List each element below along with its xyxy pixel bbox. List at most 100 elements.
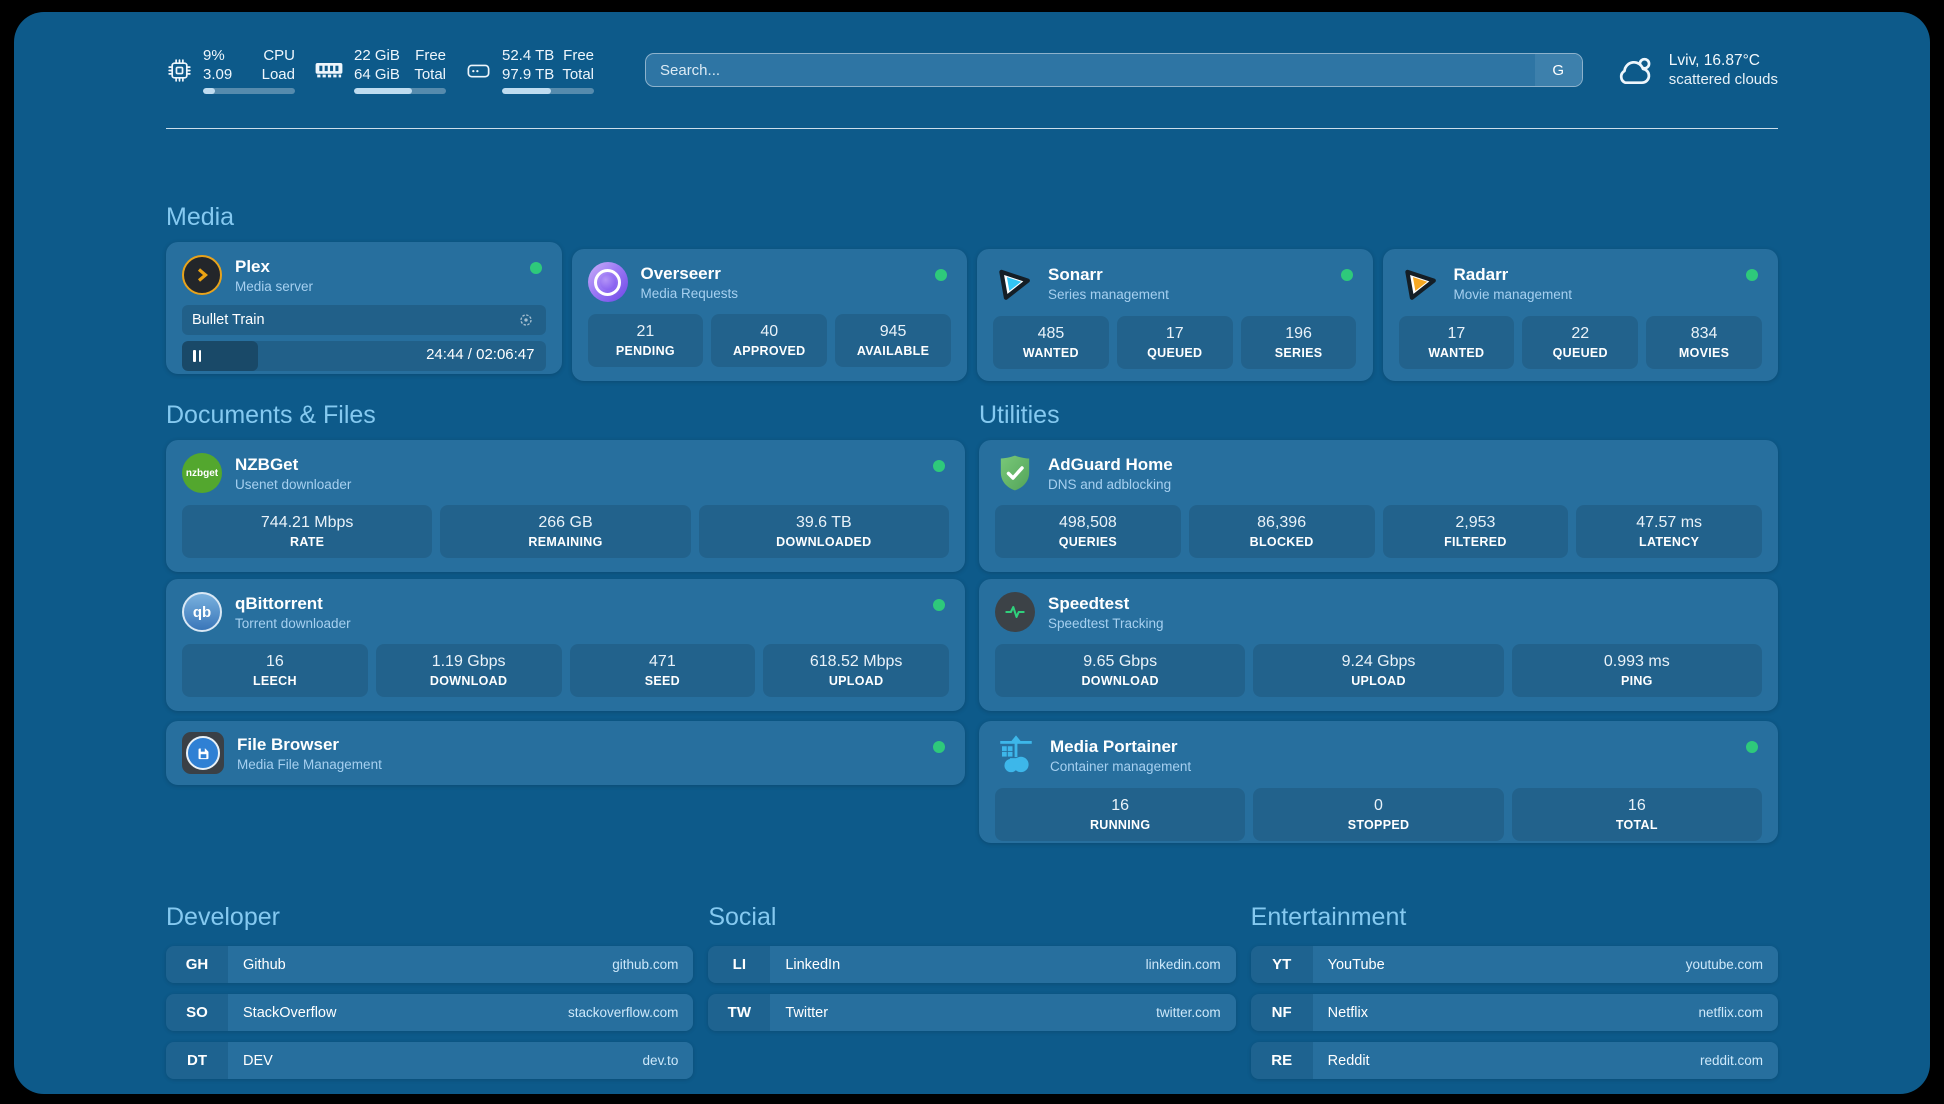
app-card-adguard[interactable]: AdGuard Home DNS and adblocking 498,508 Q… <box>979 440 1778 572</box>
bookmark-name: Reddit <box>1327 1052 1370 1069</box>
stat-queued: 17 QUEUED <box>1116 316 1233 369</box>
section-title-entertainment: Entertainment <box>1250 903 1407 931</box>
app-card-sonarr[interactable]: Sonarr Series management 485 WANTED 17 QUE… <box>977 249 1373 381</box>
stat-queries: 498,508 QUERIES <box>995 505 1181 558</box>
bookmark-name: LinkedIn <box>785 956 841 973</box>
section-title-developer: Developer <box>166 903 280 931</box>
disk-total-label: Total <box>562 66 594 83</box>
section-title-media: Media <box>166 203 235 231</box>
stat-download: 9.65 Gbps DOWNLOAD <box>995 644 1246 697</box>
stat-stopped: 0 STOPPED <box>1253 788 1504 841</box>
search-engine-button[interactable]: G <box>1534 54 1582 86</box>
disk-icon <box>467 64 490 78</box>
memory-progress-fill <box>354 88 412 94</box>
sonarr-icon <box>999 269 1030 300</box>
plex-icon <box>182 255 222 295</box>
weather-location: Lviv, 16.87°C <box>1668 52 1760 69</box>
memory-widget: 22 GiB Free 64 GiB Total <box>314 46 446 94</box>
bookmark-url: github.com <box>612 957 679 972</box>
stat-filtered: 2,953 FILTERED <box>1382 505 1569 558</box>
bookmark-name: Github <box>243 956 286 973</box>
section-title-social: Social <box>708 903 777 931</box>
stat-pending: 21 PENDING <box>587 314 704 367</box>
header-bar: 9% CPU 3.09 Load 22 GiB Free 64 <box>166 46 1778 94</box>
pause-icon[interactable] <box>193 350 202 362</box>
status-dot <box>1340 269 1353 281</box>
bookmark-linkedin[interactable]: LI LinkedIn linkedin.com <box>708 946 1236 983</box>
playback-time: 24:44 / 02:06:47 <box>426 346 535 363</box>
section-title-documents: Documents & Files <box>166 401 376 429</box>
bookmark-url: netflix.com <box>1698 1005 1763 1020</box>
bookmark-stackoverflow[interactable]: SO StackOverflow stackoverflow.com <box>166 994 694 1031</box>
stat-upload: 618.52 Mbps UPLOAD <box>763 644 949 697</box>
adguard-icon <box>1000 455 1030 491</box>
bookmark-name: StackOverflow <box>243 1004 337 1021</box>
app-name: NZBGet <box>235 454 299 474</box>
status-dot <box>1746 741 1758 753</box>
app-card-speedtest[interactable]: Speedtest Speedtest Tracking 9.65 Gbps DO… <box>979 579 1778 711</box>
memory-progress-bar <box>354 88 446 94</box>
overseerr-icon <box>587 262 628 302</box>
header-divider <box>166 128 1778 129</box>
disk-progress-fill <box>502 88 551 94</box>
bookmark-url: youtube.com <box>1685 957 1763 972</box>
bookmark-reddit[interactable]: RE Reddit reddit.com <box>1250 1042 1778 1079</box>
stat-approved: 40 APPROVED <box>711 314 828 367</box>
stat-seed: 471 SEED <box>569 644 756 697</box>
bookmark-url: twitter.com <box>1156 1005 1221 1020</box>
app-name: File Browser <box>237 734 340 754</box>
stat-wanted: 485 WANTED <box>993 316 1109 369</box>
bookmark-url: dev.to <box>642 1053 679 1068</box>
radarr-icon <box>1404 269 1436 300</box>
app-name: Speedtest <box>1048 593 1130 613</box>
now-playing-title: Bullet Train <box>192 312 265 328</box>
app-name: Plex <box>235 256 270 276</box>
bookmark-netflix[interactable]: NF Netflix netflix.com <box>1250 994 1778 1031</box>
bookmark-group-social: Social LI LinkedIn linkedin.com TW Twitte… <box>708 903 1236 1090</box>
stat-upload: 9.24 Gbps UPLOAD <box>1253 644 1504 697</box>
app-description: Movie management <box>1453 286 1573 302</box>
bookmark-name: Netflix <box>1327 1004 1368 1021</box>
utilities-column: Utilities AdGuard Home DNS and adblockin… <box>979 401 1778 843</box>
bookmark-twitter[interactable]: TW Twitter twitter.com <box>708 994 1236 1031</box>
app-card-qbittorrent[interactable]: qb qBittorrent Torrent downloader 16 LEEC… <box>166 579 965 711</box>
playback-progress[interactable]: 24:44 / 02:06:47 <box>182 341 546 371</box>
app-description: Torrent downloader <box>235 615 351 631</box>
stat-queued: 22 QUEUED <box>1522 316 1639 369</box>
app-card-nzbget[interactable]: nzbget NZBGet Usenet downloader 744.21 M… <box>166 440 965 572</box>
bookmark-github[interactable]: GH Github github.com <box>166 946 694 983</box>
app-card-plex[interactable]: Plex Media server Bullet Train 24:44 / 0… <box>166 242 562 374</box>
cpu-progress-fill <box>203 88 215 94</box>
cpu-icon <box>168 58 191 82</box>
app-card-radarr[interactable]: Radarr Movie management 17 WANTED 22 QUEUE… <box>1382 249 1778 381</box>
bookmark-youtube[interactable]: YT YouTube youtube.com <box>1250 946 1778 983</box>
status-dot <box>1746 269 1758 281</box>
app-description: DNS and adblocking <box>1048 476 1172 492</box>
stat-total: 16 TOTAL <box>1511 788 1762 841</box>
bookmark-url: stackoverflow.com <box>568 1005 679 1020</box>
now-playing-row: Bullet Train <box>182 305 546 335</box>
bookmark-group-developer: Developer GH Github github.com SO StackOv… <box>166 903 694 1090</box>
status-dot <box>529 262 542 274</box>
search-input[interactable] <box>646 54 1535 86</box>
app-name: Radarr <box>1453 264 1509 284</box>
disk-free-label: Free <box>563 47 594 64</box>
nzbget-icon: nzbget <box>182 453 222 493</box>
bookmark-name: DEV <box>243 1052 273 1069</box>
app-card-portainer[interactable]: Media Portainer Container management 16 R… <box>979 721 1778 843</box>
bookmark-dev[interactable]: DT DEV dev.to <box>166 1042 694 1079</box>
cpu-widget: 9% CPU 3.09 Load <box>166 46 295 94</box>
app-description: Container management <box>1050 758 1192 774</box>
app-name: Overseerr <box>640 263 721 283</box>
stat-rate: 744.21 Mbps RATE <box>182 505 433 558</box>
app-card-filebrowser[interactable]: File Browser Media File Management <box>166 721 965 785</box>
disk-progress-bar <box>502 88 594 94</box>
filebrowser-icon <box>182 732 224 774</box>
cpu-progress-bar <box>203 88 295 94</box>
status-dot <box>933 741 945 753</box>
gear-icon[interactable] <box>516 310 536 330</box>
stat-remaining: 266 GB REMAINING <box>440 505 691 558</box>
app-card-overseerr[interactable]: Overseerr Media Requests 21 PENDING 40 APP… <box>571 249 967 381</box>
disk-total-value: 97.9 TB <box>502 66 555 83</box>
stat-ping: 0.993 ms PING <box>1511 644 1762 697</box>
